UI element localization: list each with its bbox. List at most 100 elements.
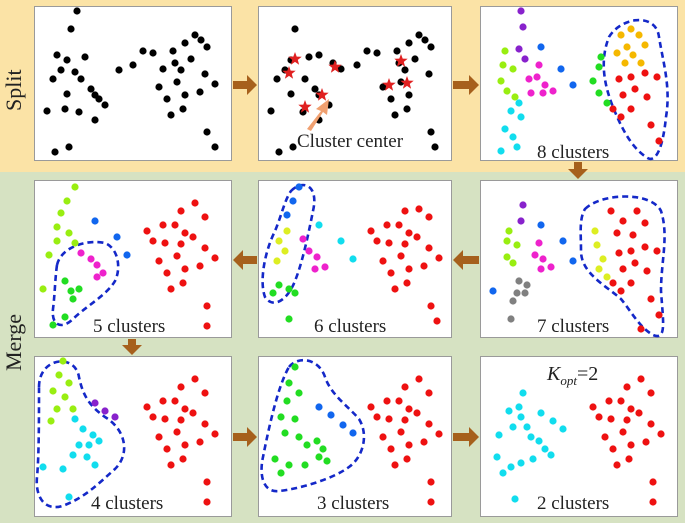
data-point xyxy=(95,95,103,103)
scatter-4-clusters xyxy=(35,357,219,509)
data-point xyxy=(425,389,433,397)
data-point xyxy=(523,423,531,431)
data-point xyxy=(527,433,535,441)
data-point xyxy=(311,265,319,273)
data-point xyxy=(281,247,289,255)
data-point xyxy=(275,281,283,289)
data-point xyxy=(189,233,197,241)
data-point xyxy=(155,257,163,265)
scatter-initial xyxy=(43,7,219,156)
cluster-center-star xyxy=(394,54,408,67)
data-point xyxy=(397,78,405,86)
data-point xyxy=(379,257,387,265)
data-point xyxy=(503,253,511,261)
data-point xyxy=(637,59,645,67)
data-point xyxy=(617,113,625,121)
data-point xyxy=(53,223,61,231)
data-point xyxy=(415,31,423,39)
data-point xyxy=(509,65,517,73)
data-point xyxy=(196,88,204,96)
data-point xyxy=(321,263,329,271)
data-point xyxy=(655,137,663,145)
panel-2-clusters: 2 clusters Kopt=2 xyxy=(480,356,678,517)
data-point xyxy=(95,437,103,445)
data-point xyxy=(629,51,637,59)
data-point xyxy=(513,241,521,249)
data-point xyxy=(397,428,405,436)
data-point xyxy=(569,257,577,265)
data-point xyxy=(627,405,635,413)
data-point xyxy=(509,423,517,431)
data-point xyxy=(179,279,187,287)
data-point xyxy=(69,405,77,413)
data-point xyxy=(61,393,69,401)
data-point xyxy=(509,297,517,305)
data-point xyxy=(159,65,167,73)
data-point xyxy=(643,267,651,275)
data-point xyxy=(203,498,211,506)
data-point xyxy=(149,413,157,421)
data-point xyxy=(101,101,109,109)
data-point xyxy=(63,90,71,98)
data-point xyxy=(593,241,601,249)
data-point xyxy=(647,420,655,428)
data-point xyxy=(295,183,303,191)
data-point xyxy=(196,438,204,446)
data-point xyxy=(655,311,663,319)
data-point xyxy=(211,254,219,262)
data-point xyxy=(653,73,661,81)
data-point xyxy=(513,289,521,297)
data-point xyxy=(269,289,277,297)
data-point xyxy=(549,87,557,95)
data-point xyxy=(337,65,345,73)
data-point xyxy=(397,252,405,260)
data-point xyxy=(161,415,169,423)
data-point xyxy=(71,183,79,191)
data-point xyxy=(537,409,545,417)
data-point xyxy=(391,285,399,293)
data-point xyxy=(177,207,185,215)
data-point xyxy=(595,89,603,97)
data-point xyxy=(291,25,299,33)
data-point xyxy=(201,389,209,397)
panel-6-clusters: 6 clusters xyxy=(258,180,452,338)
data-point xyxy=(39,463,47,471)
data-point xyxy=(61,277,69,285)
data-point xyxy=(385,415,393,423)
data-point xyxy=(623,43,631,51)
data-point xyxy=(433,317,441,325)
merge-boundary xyxy=(261,183,316,304)
data-point xyxy=(531,251,539,259)
data-point xyxy=(383,397,391,405)
data-point xyxy=(315,453,323,461)
data-point xyxy=(607,207,615,215)
cluster-center-star xyxy=(288,52,302,65)
data-point xyxy=(629,231,637,239)
data-point xyxy=(65,143,73,151)
data-point xyxy=(513,143,521,151)
data-point xyxy=(177,66,185,74)
data-point xyxy=(57,66,65,74)
data-point xyxy=(507,107,515,115)
data-point xyxy=(139,47,147,55)
data-point xyxy=(53,237,61,245)
data-point xyxy=(83,453,91,461)
data-point xyxy=(615,75,623,83)
data-point xyxy=(67,287,75,295)
data-point xyxy=(649,498,657,506)
scatter-8-clusters xyxy=(497,7,669,161)
data-point xyxy=(55,371,63,379)
data-point xyxy=(589,77,597,85)
data-point xyxy=(191,199,199,207)
data-point xyxy=(569,81,577,89)
data-point xyxy=(285,285,293,293)
data-point xyxy=(61,105,69,113)
data-point xyxy=(505,407,513,415)
data-point xyxy=(203,43,211,51)
data-point xyxy=(77,75,85,83)
data-point xyxy=(535,437,543,445)
data-point xyxy=(155,433,163,441)
data-point xyxy=(61,313,69,321)
data-point xyxy=(619,217,627,225)
data-point xyxy=(71,415,79,423)
